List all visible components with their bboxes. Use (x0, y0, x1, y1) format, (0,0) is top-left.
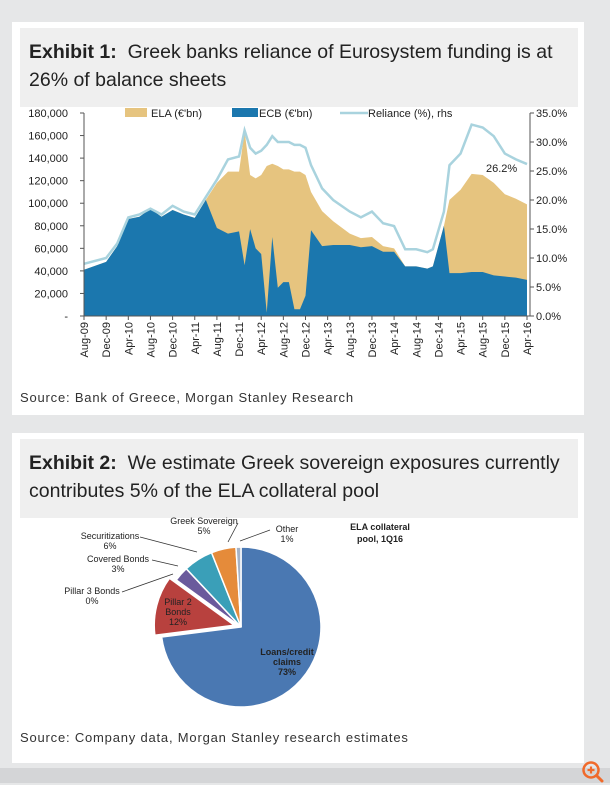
pie-leader-line (151, 559, 179, 567)
exhibit-2-title: Exhibit 2: We estimate Greek sovereign e… (29, 449, 568, 505)
exhibit-2-title-text: We estimate Greek sovereign exposures cu… (29, 452, 560, 502)
legend-ela-swatch (125, 108, 147, 117)
pie-label-pct: 0% (85, 596, 98, 606)
exhibit-1-label: Exhibit 1: (29, 41, 117, 63)
pie-label: Other (276, 524, 299, 534)
x-tick-label: Apr-15 (456, 322, 468, 355)
pie-label-pct: 5% (197, 526, 210, 536)
x-tick-label: Apr-12 (256, 322, 268, 355)
pie-label: Greek Sovereign (170, 516, 238, 526)
right-tick-label: 5.0% (536, 282, 561, 294)
pie-label: Pillar 3 Bonds (64, 586, 120, 596)
exhibit-2-card: Exhibit 2: We estimate Greek sovereign e… (12, 433, 584, 763)
bottom-bar (0, 768, 610, 783)
pie-leader-line (227, 522, 239, 543)
pie-leader-line (121, 573, 174, 593)
pie-label: Covered Bonds (87, 554, 150, 564)
x-tick-label: Apr-14 (389, 322, 401, 355)
x-tick-label: Aug-09 (79, 322, 91, 357)
right-tick-label: 35.0% (536, 108, 567, 120)
x-tick-label: Aug-15 (478, 322, 490, 357)
x-tick-label: Apr-16 (522, 322, 534, 355)
pie-label-pct: 12% (169, 617, 187, 627)
pie-label: Pillar 2 (164, 597, 192, 607)
x-tick-label: Dec-15 (500, 322, 512, 357)
left-tick-label: 120,000 (28, 176, 68, 188)
x-tick-label: Dec-10 (168, 322, 180, 357)
right-tick-label: 25.0% (536, 166, 567, 178)
exhibit-2-label: Exhibit 2: (29, 452, 117, 474)
exhibit-2-source: Source: Company data, Morgan Stanley res… (20, 730, 409, 745)
x-tick-label: Dec-09 (101, 322, 113, 357)
x-tick-label: Aug-10 (145, 322, 157, 357)
x-tick-label: Aug-13 (345, 322, 357, 357)
x-tick-label: Dec-13 (367, 322, 379, 357)
x-tick-label: Aug-14 (411, 322, 423, 357)
exhibit-1-source: Source: Bank of Greece, Morgan Stanley R… (20, 390, 354, 405)
pie-label: claims (273, 657, 301, 667)
right-tick-label: 0.0% (536, 311, 561, 323)
pie-label-pct: 1% (280, 534, 293, 544)
pie-label-pct: 6% (103, 541, 116, 551)
pie-title: ELA collateral (350, 522, 410, 532)
ecb-area (84, 199, 527, 316)
x-tick-label: Aug-12 (278, 322, 290, 357)
x-tick-label: Dec-12 (301, 322, 313, 357)
pie-label: Loans/credit (260, 647, 314, 657)
pie-label: Bonds (165, 607, 191, 617)
left-tick-label: 40,000 (34, 266, 68, 278)
pie-slice-pillar-2-bonds (153, 577, 237, 637)
pie-leader-line (139, 536, 198, 553)
legend-reliance-label: Reliance (%), rhs (368, 108, 453, 120)
right-tick-label: 20.0% (536, 195, 567, 207)
pie-label-pct: 3% (111, 564, 124, 574)
reliance-annotation: 26.2% (486, 163, 517, 175)
pie-slice-other (235, 546, 242, 628)
x-tick-label: Dec-14 (433, 322, 445, 357)
left-tick-label: 100,000 (28, 198, 68, 210)
reliance-line (83, 123, 528, 266)
x-tick-label: Dec-11 (234, 322, 246, 357)
exhibit-1-titlebar: Exhibit 1: Greek banks reliance of Euros… (20, 28, 578, 107)
zoom-in-icon[interactable] (580, 759, 606, 785)
exhibit-1-title-text: Greek banks reliance of Eurosystem fundi… (29, 41, 553, 91)
x-tick-label: Apr-10 (123, 322, 135, 355)
left-tick-label: 80,000 (34, 221, 68, 233)
pie-label: Securitizations (81, 531, 140, 541)
right-tick-label: 10.0% (536, 253, 567, 265)
left-tick-label: 20,000 (34, 288, 68, 300)
exhibit-1-title: Exhibit 1: Greek banks reliance of Euros… (29, 38, 568, 94)
left-tick-label: 180,000 (28, 108, 68, 120)
left-tick-label: 160,000 (28, 131, 68, 143)
left-tick-label: 60,000 (34, 243, 68, 255)
left-tick-label: - (64, 311, 68, 323)
pie-label-pct: 73% (278, 667, 296, 677)
pie-title: pool, 1Q16 (357, 534, 403, 544)
exhibit-2-titlebar: Exhibit 2: We estimate Greek sovereign e… (20, 439, 578, 518)
pie-leader-line (239, 529, 271, 542)
legend-ecb-swatch (232, 108, 258, 117)
x-tick-label: Aug-11 (212, 322, 224, 357)
legend-ecb-label: ECB (€'bn) (259, 108, 312, 120)
right-tick-label: 30.0% (536, 137, 567, 149)
x-tick-label: Apr-13 (323, 322, 335, 355)
left-tick-label: 140,000 (28, 153, 68, 165)
right-tick-label: 15.0% (536, 224, 567, 236)
legend-ela-label: ELA (€'bn) (151, 108, 202, 120)
x-tick-label: Apr-11 (190, 322, 202, 354)
